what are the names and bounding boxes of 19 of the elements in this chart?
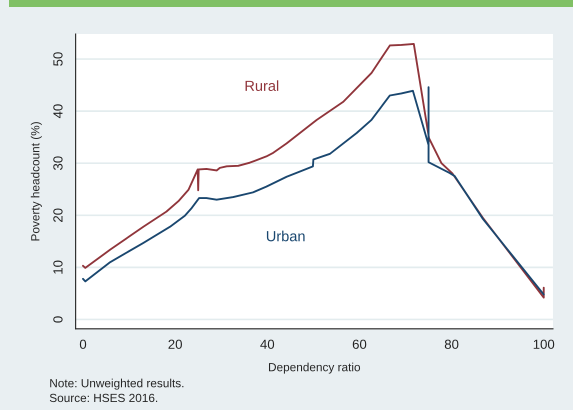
text: Urban xyxy=(266,230,305,242)
text: Rural xyxy=(246,80,278,92)
y-tick-label: 20 xyxy=(53,208,63,222)
x-tick-label: 40 xyxy=(260,340,274,349)
x-tick-label: 100 xyxy=(534,340,554,349)
source-note: Source: HSES 2016. xyxy=(50,394,158,402)
y-tick-label: 10 xyxy=(53,260,63,274)
y-tick-label: 0 xyxy=(53,316,63,323)
x-axis-title: Dependency ratio xyxy=(268,362,360,374)
y-axis-title: Poverty headcount (%) xyxy=(30,122,42,240)
x-tick-label: 80 xyxy=(444,340,458,349)
y-tick-label: 40 xyxy=(53,104,63,118)
line-series xyxy=(82,42,545,299)
text: Note: Unweighted results. xyxy=(50,378,184,390)
x-tick-label: 0 xyxy=(80,340,86,349)
x-tick-label: 60 xyxy=(352,340,366,349)
y-tick-label: 50 xyxy=(53,52,63,66)
y-tick-label: 30 xyxy=(53,156,63,170)
x-tick-label: 20 xyxy=(168,340,182,349)
